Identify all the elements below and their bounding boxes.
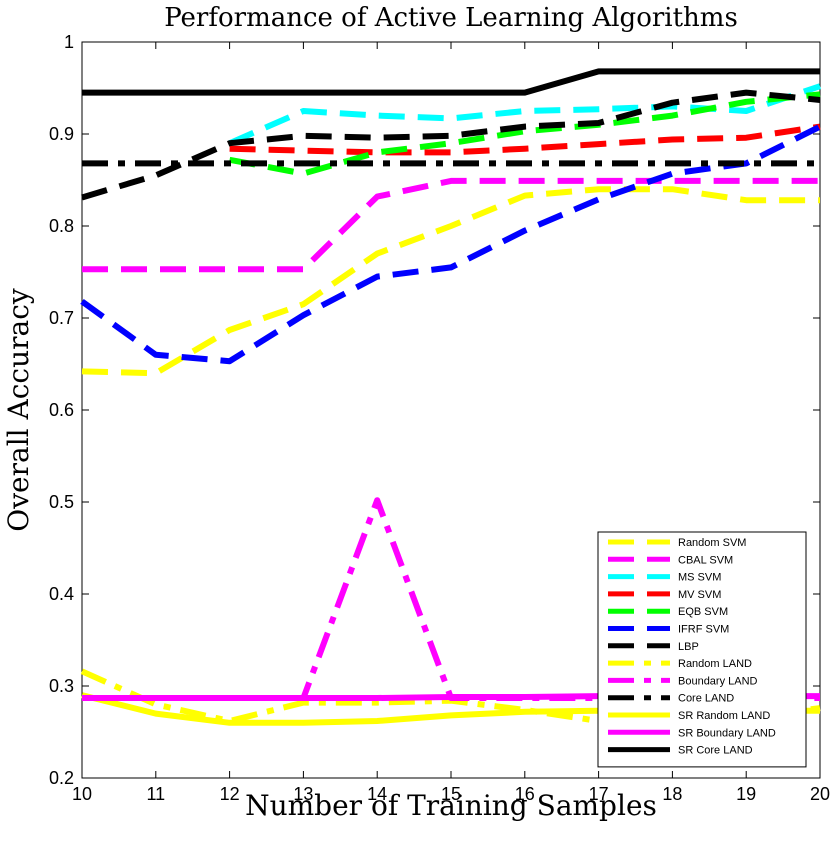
legend-entry: EQB SVM	[678, 606, 728, 618]
x-tick-label: 15	[441, 784, 461, 804]
legend-entry: LBP	[678, 641, 699, 653]
series-line-lbp	[81, 89, 821, 201]
legend-entry: CBAL SVM	[678, 554, 733, 566]
y-tick-label: 0.5	[49, 492, 74, 512]
y-tick-label: 0.3	[49, 676, 74, 696]
legend-entry: SR Boundary LAND	[678, 727, 776, 739]
x-tick-label: 13	[293, 784, 313, 804]
series-line-cbal-svm	[82, 177, 820, 273]
legend-box	[597, 531, 807, 768]
legend-entry: MS SVM	[678, 572, 721, 584]
legend-entry: SR Random LAND	[678, 710, 770, 722]
series-line-random-svm	[81, 186, 820, 377]
legend-entry: Core LAND	[678, 693, 734, 705]
y-tick-label: 0.2	[49, 768, 74, 788]
x-tick-label: 18	[662, 784, 682, 804]
x-tick-label: 20	[810, 784, 830, 804]
legend-entry: MV SVM	[678, 589, 721, 601]
x-tick-label: 16	[515, 784, 535, 804]
series-line-eqb-svm	[229, 91, 821, 177]
series-line-mv-svm	[229, 123, 821, 156]
y-tick-label: 0.7	[49, 308, 74, 328]
y-axis-label: Overall Accuracy	[2, 288, 35, 532]
y-tick-label: 0.4	[49, 584, 74, 604]
y-tick-label: 0.8	[49, 216, 74, 236]
series-line-sr-core-land	[82, 68, 820, 96]
legend-entry: Random SVM	[678, 537, 746, 549]
legend: Random SVM CBAL SVM MS SVM MV SVM EQB SVM IFR…	[597, 531, 807, 768]
x-tick-label: 17	[589, 784, 609, 804]
y-tick-label: 0.6	[49, 400, 74, 420]
x-tick-label: 19	[736, 784, 756, 804]
legend-entry: Boundary LAND	[678, 675, 758, 687]
legend-entry: SR Core LAND	[678, 745, 753, 757]
series-line-ifrf-svm	[80, 123, 822, 365]
chart-title: Performance of Active Learning Algorithm…	[164, 3, 738, 33]
legend-entry: IFRF SVM	[678, 624, 729, 636]
x-tick-label: 10	[72, 784, 92, 804]
x-tick-label: 11	[146, 784, 165, 804]
x-tick-label: 12	[220, 784, 240, 804]
x-axis-label: Number of Training Samples	[245, 789, 657, 822]
y-tick-label: 1	[64, 32, 74, 52]
legend-entry: Random LAND	[678, 658, 752, 670]
x-tick-label: 14	[367, 784, 387, 804]
axes: 10 11 12 13 14 15 16 17 18 19 20 0.2 0.3 0.4 0.5 0.6 0.7…	[49, 32, 830, 804]
y-tick-label: 0.9	[49, 124, 74, 144]
